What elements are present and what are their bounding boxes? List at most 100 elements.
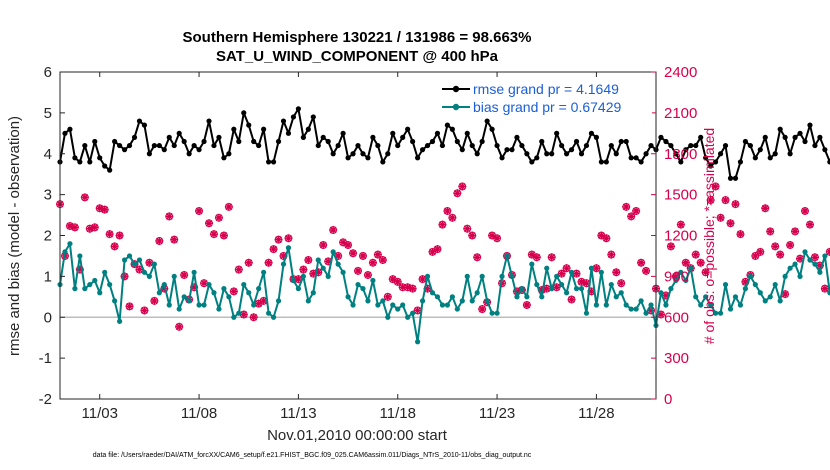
bias-point	[588, 265, 595, 271]
rmse-point	[350, 151, 356, 157]
obs-marker	[567, 295, 576, 304]
y2-tick-label: 900	[664, 268, 689, 285]
obs-marker	[691, 250, 700, 259]
obs-marker	[676, 220, 685, 229]
obs-marker	[244, 258, 253, 267]
obs-marker	[264, 258, 273, 267]
rmse-point	[529, 159, 535, 165]
bias-point	[305, 298, 311, 304]
bias-point	[236, 310, 242, 316]
bias-point	[310, 290, 316, 296]
obs-marker	[205, 219, 213, 228]
rmse-point	[400, 134, 406, 140]
obs-assimilated-star	[527, 250, 536, 259]
obs-marker	[701, 268, 710, 277]
bias-point	[777, 298, 783, 304]
obs-marker	[214, 213, 223, 222]
rmse-point	[419, 147, 426, 153]
bias-point	[489, 310, 495, 316]
obs-assimilated-star	[761, 204, 770, 213]
obs-assimilated-star	[537, 286, 546, 294]
obs-assimilated-star	[443, 206, 452, 215]
bias-point	[469, 298, 475, 304]
rmse-point	[102, 163, 108, 169]
rmse-point	[638, 159, 644, 165]
rmse-point	[112, 138, 118, 145]
rmse-point	[792, 134, 798, 140]
rmse-point	[648, 142, 654, 149]
obs-assimilated-star	[423, 284, 432, 293]
obs-assimilated-star	[726, 219, 735, 228]
obs-assimilated-star	[363, 271, 372, 280]
rmse-point	[717, 151, 724, 157]
obs-assimilated-star	[170, 235, 179, 244]
bias-point	[330, 249, 336, 255]
rmse-point	[623, 138, 629, 145]
x-tick-label: 11/23	[479, 405, 515, 422]
rmse-point	[390, 130, 396, 136]
rmse-point	[449, 126, 455, 132]
bias-point	[727, 306, 734, 312]
obs-assimilated-star	[438, 220, 447, 229]
obs-assimilated-star	[607, 250, 616, 259]
obs-assimilated-star	[165, 212, 174, 221]
obs-assimilated-star	[751, 251, 760, 260]
bias-point	[146, 273, 152, 279]
obs-marker	[433, 245, 442, 254]
obs-assimilated-star	[319, 241, 328, 250]
legend-rmse-marker	[452, 85, 460, 93]
bias-point	[136, 257, 143, 263]
obs-marker	[75, 265, 84, 274]
obs-marker	[180, 271, 189, 280]
bias-point	[797, 273, 803, 279]
obs-assimilated-star	[791, 227, 800, 236]
bias-point	[439, 302, 446, 308]
rmse-point	[82, 142, 88, 149]
obs-marker	[696, 258, 705, 267]
bias-point	[395, 306, 401, 312]
obs-assimilated-star	[448, 213, 457, 222]
obs-assimilated-star	[145, 258, 154, 267]
obs-assimilated-star	[75, 265, 84, 274]
rmse-point	[434, 130, 441, 136]
obs-marker	[284, 234, 293, 243]
obs-marker	[771, 242, 780, 251]
rmse-point	[216, 134, 222, 140]
rmse-point	[340, 130, 346, 136]
obs-assimilated-star	[95, 204, 104, 213]
bias-point	[802, 249, 808, 255]
bias-point	[300, 273, 306, 279]
obs-assimilated-star	[786, 241, 795, 250]
obs-marker	[478, 305, 487, 314]
bias-point	[772, 281, 778, 288]
obs-assimilated-star	[205, 219, 213, 228]
rmse-point	[196, 147, 202, 153]
obs-assimilated-star	[393, 277, 402, 286]
bias-point	[355, 281, 361, 288]
bias-point	[708, 302, 714, 308]
obs-assimilated-star	[766, 227, 775, 236]
obs-marker	[443, 206, 452, 215]
rmse-point	[817, 134, 823, 140]
obs-marker	[557, 269, 566, 278]
bias-point	[335, 261, 341, 267]
y2-tick-label: 2400	[664, 64, 697, 81]
obs-assimilated-star	[473, 253, 482, 262]
x-tick-label: 11/03	[82, 405, 118, 422]
obs-assimilated-star	[681, 258, 690, 267]
obs-assimilated-star	[349, 249, 358, 258]
obs-assimilated-star	[403, 283, 412, 292]
chart-title: Southern Hemisphere 130221 / 131986 = 98…	[183, 29, 532, 46]
bias-point	[613, 294, 619, 300]
obs-marker	[547, 253, 556, 262]
obs-assimilated-star	[647, 306, 656, 315]
bias-point	[598, 269, 604, 275]
obs-marker	[408, 284, 417, 293]
rmse-point	[385, 151, 391, 157]
rmse-point	[206, 118, 212, 124]
obs-assimilated-star	[567, 295, 576, 304]
obs-assimilated-star	[259, 296, 268, 305]
obs-assimilated-star	[810, 253, 819, 262]
obs-marker	[209, 230, 218, 239]
obs-marker	[438, 220, 447, 229]
